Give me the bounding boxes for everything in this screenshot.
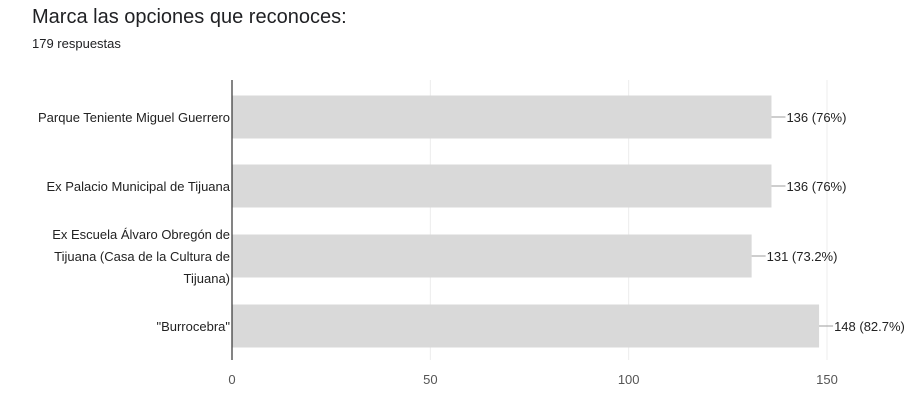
category-label: Tijuana (Casa de la Cultura de bbox=[54, 249, 230, 264]
x-tick-label: 0 bbox=[228, 372, 235, 387]
category-label: Parque Teniente Miguel Guerrero bbox=[38, 110, 230, 125]
x-tick-label: 150 bbox=[816, 372, 838, 387]
data-label: 131 (73.2%) bbox=[767, 249, 838, 264]
bar bbox=[232, 234, 752, 278]
bar bbox=[232, 95, 772, 139]
category-label: Ex Escuela Álvaro Obregón de bbox=[52, 227, 230, 242]
category-label: "Burrocebra" bbox=[156, 319, 230, 334]
chart-title: Marca las opciones que reconoces: bbox=[32, 6, 347, 28]
x-tick-label: 100 bbox=[618, 372, 640, 387]
category-label: Tijuana) bbox=[184, 271, 230, 286]
x-tick-label: 50 bbox=[423, 372, 437, 387]
response-count: 179 respuestas bbox=[32, 36, 121, 51]
bar bbox=[232, 164, 772, 208]
data-label: 136 (76%) bbox=[786, 110, 846, 125]
data-label: 148 (82.7%) bbox=[834, 319, 905, 334]
category-label: Ex Palacio Municipal de Tijuana bbox=[46, 179, 230, 194]
data-label: 136 (76%) bbox=[786, 179, 846, 194]
bar bbox=[232, 304, 820, 348]
